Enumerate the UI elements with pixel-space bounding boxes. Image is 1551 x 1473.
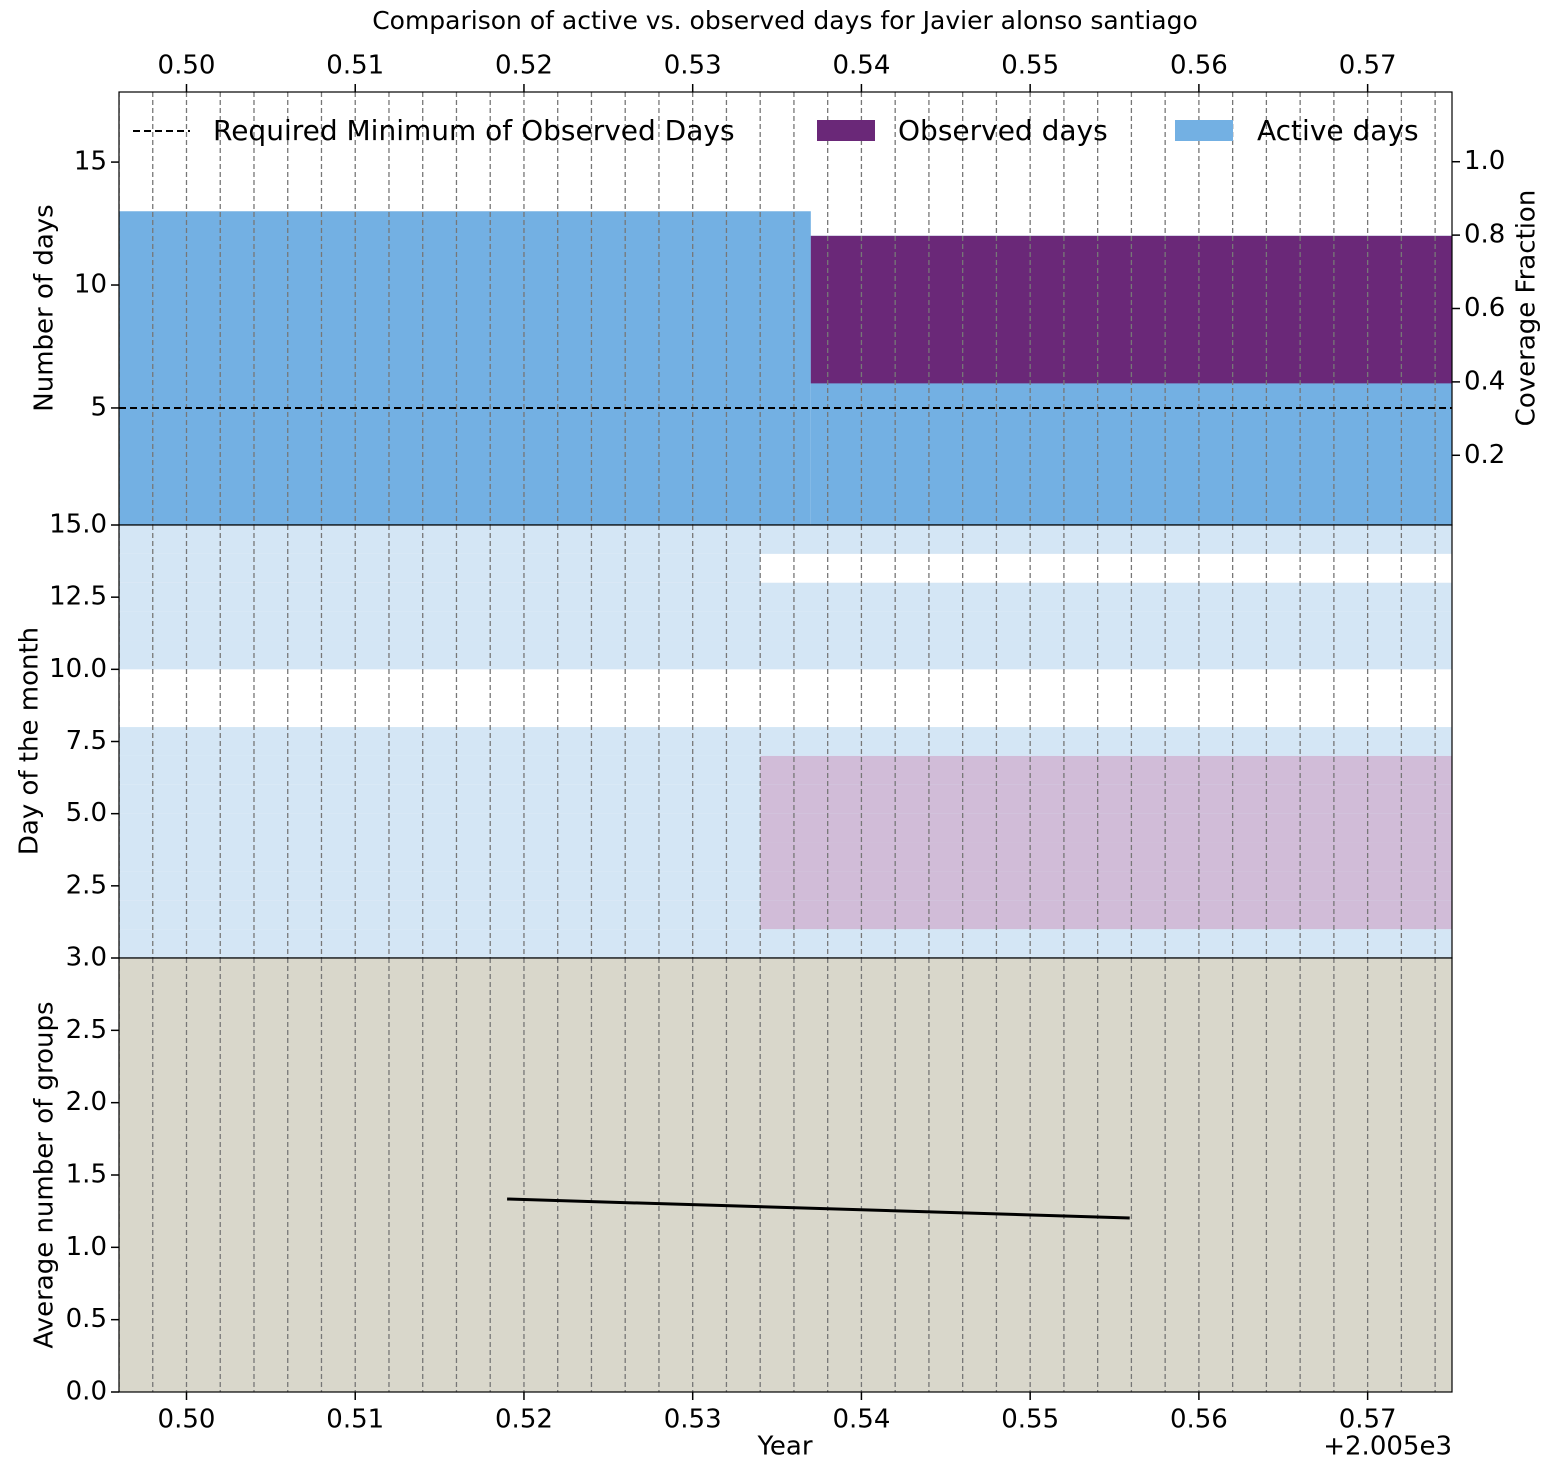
y-tick-label: 2.5 xyxy=(66,870,107,900)
x-axis-label: Year xyxy=(756,1432,812,1462)
y-tick-label: 0.4 xyxy=(1464,366,1505,396)
active-day xyxy=(119,611,761,641)
y-tick-label: 10 xyxy=(74,270,107,300)
y-tick-label: 1.0 xyxy=(66,1232,107,1262)
active-day xyxy=(119,525,761,554)
x-tick-label: 0.51 xyxy=(326,51,384,81)
y-tick-label: 0.2 xyxy=(1464,440,1505,470)
active-day xyxy=(119,582,761,612)
x-tick-label: 0.52 xyxy=(495,51,553,81)
y-tick-label: 3.0 xyxy=(66,943,107,973)
x-tick-label: 0.56 xyxy=(1170,51,1228,81)
active-day xyxy=(760,611,1452,641)
y-tick-label: 10.0 xyxy=(49,654,107,684)
y-tick-label: 1.0 xyxy=(1464,146,1505,176)
y-tick-label: 2.0 xyxy=(66,1087,107,1117)
active-day xyxy=(119,640,761,670)
x-tick-label: 0.57 xyxy=(1339,1405,1397,1435)
legend-label: Observed days xyxy=(898,114,1108,147)
x-tick-label: 0.53 xyxy=(664,51,722,81)
y-tick-label: 15.0 xyxy=(49,510,107,540)
line xyxy=(507,1197,1130,1220)
y-axis-label: Average number of groups xyxy=(30,1001,60,1348)
legend-swatch xyxy=(817,120,875,141)
y-tick-label: 0.5 xyxy=(66,1304,107,1334)
active-day xyxy=(760,929,1452,958)
observed-day xyxy=(760,900,1452,930)
y-tick-label: 0.0 xyxy=(66,1377,107,1407)
x-tick-label: 0.52 xyxy=(495,1405,553,1435)
x-tick-label: 0.53 xyxy=(664,1405,722,1435)
y-tick-label: 2.5 xyxy=(66,1015,107,1045)
y2-axis-label: Coverage Fraction xyxy=(1512,190,1542,427)
active-day xyxy=(760,640,1452,670)
active-day xyxy=(119,784,761,814)
y-axis-label: Day of the month xyxy=(15,627,45,855)
observed-day xyxy=(760,813,1452,843)
active-day xyxy=(760,582,1452,612)
plot-area xyxy=(119,92,1452,525)
x-tick-label: 0.56 xyxy=(1170,1405,1228,1435)
observed-day xyxy=(760,784,1452,814)
plot-area xyxy=(119,958,1452,1392)
active-day xyxy=(119,842,761,872)
legend-label: Active days xyxy=(1257,114,1419,147)
x-tick-label: 0.54 xyxy=(832,1405,890,1435)
plot-area xyxy=(119,525,1452,958)
y-tick-label: 12.5 xyxy=(49,582,107,612)
y-tick-label: 0.6 xyxy=(1464,293,1505,323)
x-tick-label: 0.50 xyxy=(158,1405,216,1435)
active-day xyxy=(119,871,761,901)
legend-label: Required Minimum of Observed Days xyxy=(213,114,735,147)
active-day xyxy=(119,553,761,583)
x-tick-label: 0.50 xyxy=(158,51,216,81)
y-tick-label: 7.5 xyxy=(66,726,107,756)
x-tick-label: 0.54 xyxy=(832,51,890,81)
observed-day xyxy=(760,871,1452,901)
chart-title: Comparison of active vs. observed days f… xyxy=(372,6,1198,35)
bar xyxy=(119,211,811,525)
y-tick-label: 5.0 xyxy=(66,798,107,828)
observed-day xyxy=(760,842,1452,872)
y-tick-label: 15 xyxy=(74,147,107,177)
active-day xyxy=(119,813,761,843)
active-day xyxy=(119,755,761,785)
active-day xyxy=(119,727,761,756)
x-tick-label: 0.55 xyxy=(1001,1405,1059,1435)
y-tick-label: 5 xyxy=(90,392,107,422)
y-tick-label: 1.5 xyxy=(66,1160,107,1190)
observed-day xyxy=(760,755,1452,785)
x-tick-label: 0.51 xyxy=(326,1405,384,1435)
x-tick-label: 0.55 xyxy=(1001,51,1059,81)
y-axis-label: Number of days xyxy=(30,204,60,411)
active-day xyxy=(119,929,761,958)
active-day xyxy=(119,900,761,930)
plot-background xyxy=(119,958,1452,1392)
legend-swatch xyxy=(1175,120,1233,141)
y-tick-label: 0.8 xyxy=(1464,220,1505,250)
active-day xyxy=(760,525,1452,554)
active-day xyxy=(760,727,1452,756)
x-offset-label: +2.005e3 xyxy=(1323,1432,1452,1462)
x-tick-label: 0.57 xyxy=(1339,51,1397,81)
